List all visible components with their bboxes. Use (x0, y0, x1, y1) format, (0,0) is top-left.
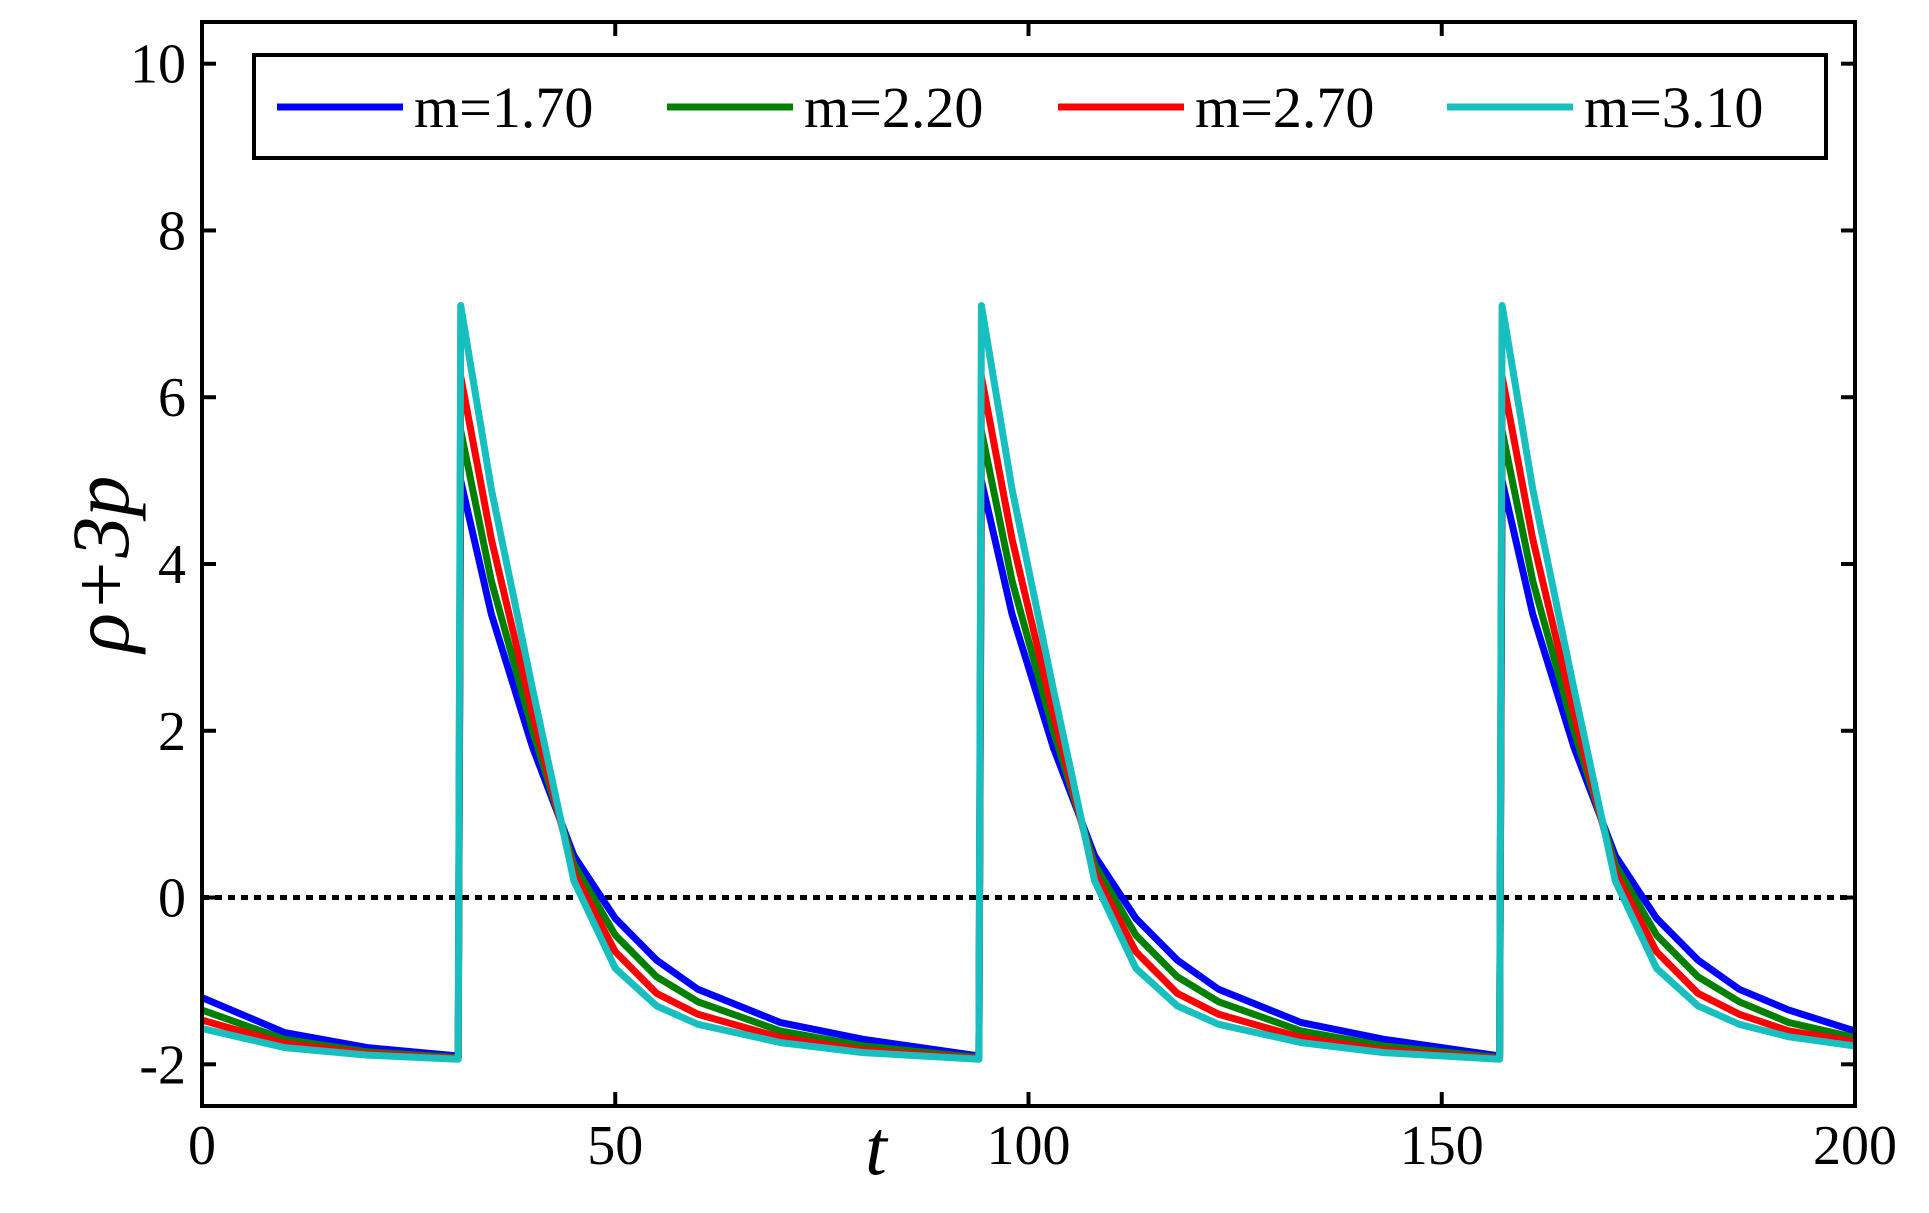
legend-label: m=3.10 (1584, 75, 1763, 140)
x-tick-label: 200 (1813, 1115, 1897, 1177)
legend-label: m=1.70 (414, 75, 593, 140)
x-tick-label: 100 (987, 1115, 1071, 1177)
y-axis-label: ρ+3p (55, 476, 146, 656)
y-tick-label: -2 (139, 1034, 186, 1096)
x-axis-label: t (865, 1104, 889, 1191)
x-tick-label: 50 (587, 1115, 643, 1177)
y-tick-label: 8 (158, 200, 186, 262)
y-tick-label: 10 (130, 34, 186, 96)
legend-label: m=2.20 (804, 75, 983, 140)
x-tick-label: 0 (188, 1115, 216, 1177)
legend: m=1.70 m=2.20 m=2.70 m=3.10 (252, 53, 1828, 160)
y-tick-label: 2 (158, 701, 186, 763)
series-layer (202, 302, 1855, 1063)
y-tick-label: 4 (158, 534, 186, 596)
y-tick-label: 0 (158, 868, 186, 930)
x-tick-label: 150 (1400, 1115, 1484, 1177)
series-line-4 (202, 302, 1855, 1063)
y-tick-label: 6 (158, 367, 186, 429)
legend-label: m=2.70 (1195, 75, 1374, 140)
